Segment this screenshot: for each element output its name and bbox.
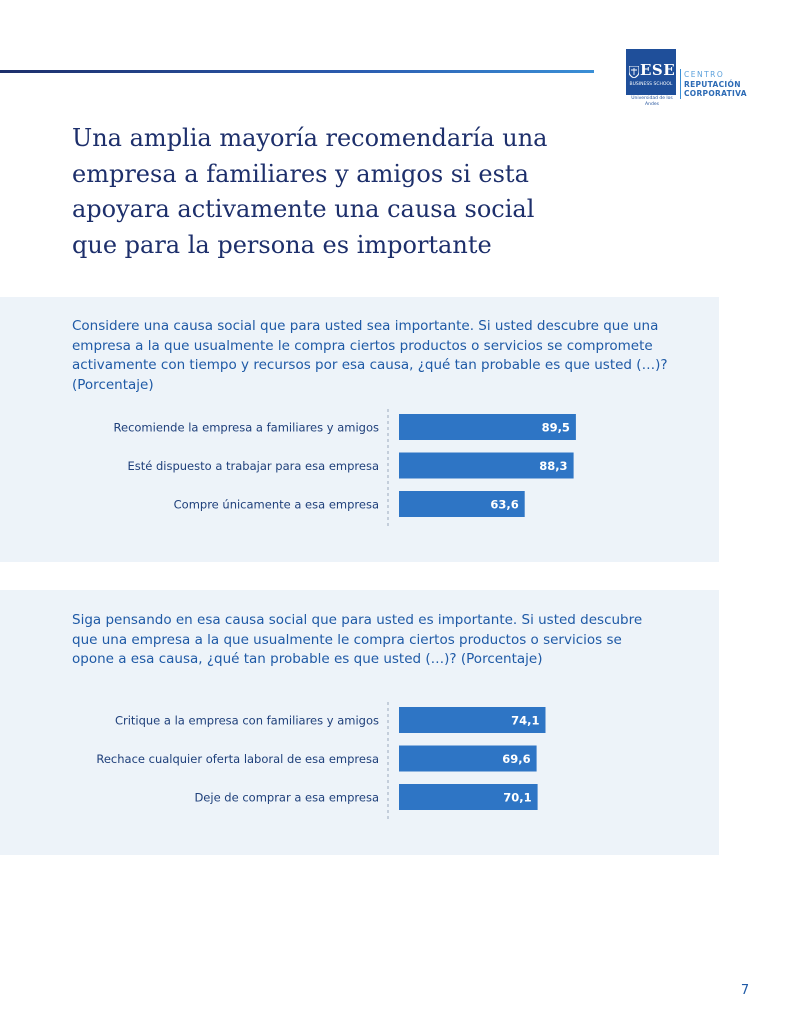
chart-question: Siga pensando en esa causa social que pa… bbox=[72, 611, 692, 670]
bar-chart-oppose: Critique a la empresa con familiares y a… bbox=[0, 702, 719, 832]
question-line: activamente con tiempo y recursos por es… bbox=[72, 357, 668, 373]
bar bbox=[399, 491, 525, 517]
bar-chart-support: Recomiende la empresa a familiares y ami… bbox=[0, 409, 719, 539]
logo-centro: CENTRO bbox=[684, 70, 725, 79]
page-number: 7 bbox=[740, 983, 750, 998]
bar bbox=[399, 707, 546, 733]
bar-chart-svg: Critique a la empresa con familiares y a… bbox=[96, 702, 546, 820]
title-line: empresa a familiares y amigos si esta bbox=[72, 159, 529, 188]
logo-brand: ESE bbox=[640, 61, 676, 79]
data-label: 74,1 bbox=[511, 714, 539, 728]
page-title: Una amplia mayoría recomendaría una empr… bbox=[72, 121, 612, 263]
category-label: Compre únicamente a esa empresa bbox=[174, 498, 379, 512]
data-label: 88,3 bbox=[539, 459, 567, 473]
title-line: que para la persona es importante bbox=[72, 230, 492, 259]
category-label: Recomiende la empresa a familiares y ami… bbox=[114, 421, 379, 435]
question-line: que una empresa a la que usualmente le c… bbox=[72, 631, 622, 648]
bar bbox=[399, 452, 574, 479]
question-line: Siga pensando en esa causa social que pa… bbox=[72, 612, 643, 628]
category-label: Esté dispuesto a trabajar para esa empre… bbox=[127, 459, 379, 473]
logo-box: ESE BUSINESS SCHOOL bbox=[626, 49, 676, 95]
bar bbox=[399, 745, 537, 772]
logo-divider bbox=[680, 69, 681, 99]
title-line: apoyara activamente una causa social bbox=[72, 195, 535, 223]
logo-reputacion: REPUTACIÓN bbox=[684, 79, 741, 89]
bar bbox=[399, 784, 538, 810]
bar-chart-svg: Recomiende la empresa a familiares y ami… bbox=[114, 409, 576, 527]
category-label: Critique a la empresa con familiares y a… bbox=[115, 714, 379, 728]
ese-logo: ESE BUSINESS SCHOOL Universidad de los A… bbox=[626, 49, 776, 109]
data-label: 89,5 bbox=[542, 421, 570, 435]
data-label: 63,6 bbox=[490, 498, 518, 512]
data-label: 69,6 bbox=[502, 752, 530, 766]
logo-school: BUSINESS SCHOOL bbox=[629, 82, 673, 87]
question-line: empresa a la que usualmente le compra ci… bbox=[72, 337, 653, 354]
question-line: opone a esa causa, ¿qué tan probable es … bbox=[72, 651, 543, 667]
logo-university: Universidad de los Andes bbox=[631, 96, 673, 107]
chart-panel-support: Considere una causa social que para uste… bbox=[0, 297, 719, 562]
data-label: 70,1 bbox=[503, 791, 531, 805]
logo-corporativa: CORPORATIVA bbox=[684, 89, 747, 98]
category-label: Deje de comprar a esa empresa bbox=[194, 791, 379, 805]
bar bbox=[399, 414, 576, 440]
logo-centro-text: CENTRO REPUTACIÓN CORPORATIVA bbox=[684, 70, 747, 99]
question-line: Considere una causa social que para uste… bbox=[72, 318, 659, 334]
shield-icon bbox=[629, 66, 639, 78]
category-label: Rechace cualquier oferta laboral de esa … bbox=[96, 752, 379, 766]
chart-question: Considere una causa social que para uste… bbox=[72, 317, 692, 395]
question-line: (Porcentaje) bbox=[72, 376, 154, 393]
header-rule bbox=[0, 70, 594, 73]
chart-panel-oppose: Siga pensando en esa causa social que pa… bbox=[0, 590, 719, 855]
title-line: Una amplia mayoría recomendaría una bbox=[72, 124, 548, 152]
